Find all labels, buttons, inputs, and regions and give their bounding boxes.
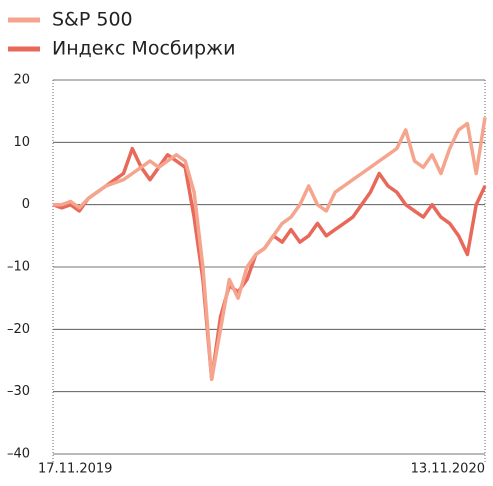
- x-tick-label: 17.11.2019: [38, 462, 112, 477]
- y-tick-label: –40: [7, 447, 30, 462]
- legend: S&P 500 Индекс Мосбиржи: [8, 9, 235, 60]
- legend-label: S&P 500: [52, 9, 133, 31]
- legend-label: Индекс Мосбиржи: [52, 38, 235, 60]
- y-tick-label: 20: [13, 73, 30, 88]
- y-tick-label: 10: [13, 135, 30, 150]
- y-tick-label: –30: [7, 384, 30, 399]
- y-tick-label: –20: [7, 322, 30, 337]
- x-tick-label: 13.11.2020: [411, 462, 485, 477]
- y-tick-label: 0: [22, 197, 30, 212]
- y-tick-label: –10: [7, 260, 30, 275]
- series-line: [53, 117, 487, 381]
